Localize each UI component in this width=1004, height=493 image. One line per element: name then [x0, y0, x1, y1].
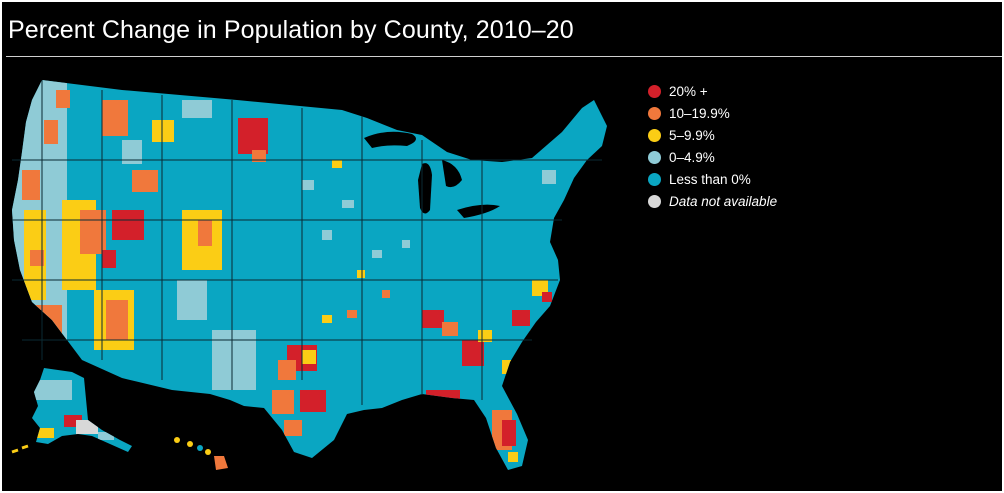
legend-label: Data not available: [669, 193, 778, 209]
legend-swatch: [648, 84, 661, 98]
map-title: Percent Change in Population by County, …: [8, 16, 574, 44]
legend-swatch: [648, 128, 661, 142]
legend-item: 10–19.9%: [648, 102, 777, 124]
aleutian-islands: [11, 444, 29, 454]
alaska: [11, 368, 132, 454]
lake-huron: [442, 160, 462, 188]
legend-item: 20% +: [648, 80, 777, 102]
lower-48-states: [12, 80, 607, 470]
legend-item: 5–9.9%: [648, 124, 777, 146]
legend-label: 5–9.9%: [669, 127, 715, 143]
legend-label: 0–4.9%: [669, 149, 715, 165]
legend: 20% + 10–19.9% 5–9.9% 0–4.9% Less than 0% Dat…: [648, 80, 777, 212]
legend-swatch: [648, 194, 661, 208]
legend-item: 0–4.9%: [648, 146, 777, 168]
legend-label: Less than 0%: [669, 171, 751, 187]
title-divider: [6, 56, 1002, 57]
state-borders: [12, 80, 602, 405]
legend-item: Data not available: [648, 190, 777, 212]
legend-swatch: [648, 150, 661, 164]
lake-superior: [364, 131, 416, 148]
legend-label: 10–19.9%: [669, 105, 730, 121]
legend-item: Less than 0%: [648, 168, 777, 190]
legend-swatch: [648, 172, 661, 186]
hawaii: [174, 437, 228, 470]
legend-label: 20% +: [669, 83, 708, 99]
lake-erie: [457, 204, 500, 218]
legend-swatch: [648, 106, 661, 120]
us-county-map: [11, 80, 607, 470]
